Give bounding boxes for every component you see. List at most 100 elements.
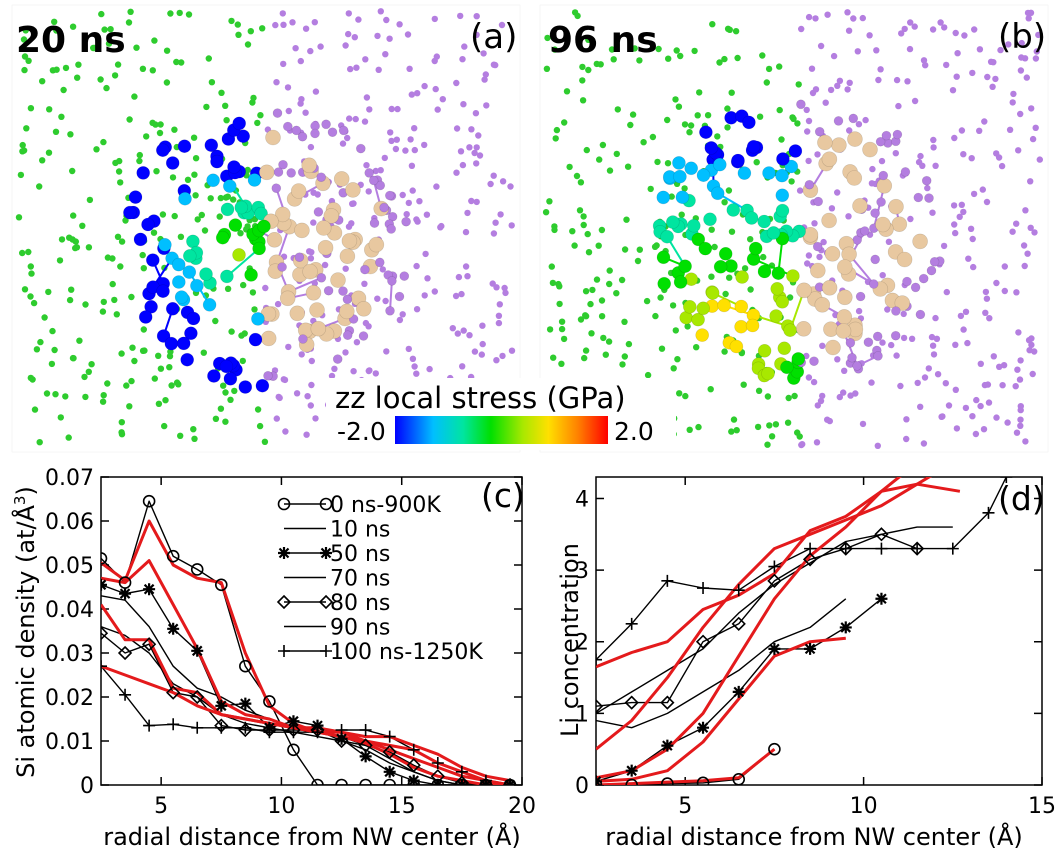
atom-dot bbox=[51, 18, 58, 25]
atom-dot bbox=[21, 66, 28, 74]
atom-dot bbox=[677, 52, 684, 60]
atom-dot bbox=[279, 10, 286, 17]
atom-dot bbox=[75, 61, 82, 68]
atom-dot bbox=[791, 392, 798, 400]
atom-dot bbox=[1009, 228, 1016, 235]
atom-dot bbox=[449, 325, 456, 332]
atom-dot bbox=[408, 162, 416, 169]
atom-dot bbox=[799, 441, 806, 448]
atom bbox=[775, 188, 790, 203]
series-line bbox=[101, 500, 510, 785]
atom-dot bbox=[810, 378, 818, 386]
marker-circle bbox=[166, 549, 180, 563]
atom-dot bbox=[836, 393, 843, 401]
atom-dot bbox=[740, 381, 747, 388]
atom-dot bbox=[1017, 110, 1024, 118]
atom-dot bbox=[980, 426, 988, 433]
marker-star bbox=[143, 583, 156, 596]
atom bbox=[251, 312, 265, 326]
atom bbox=[804, 179, 815, 190]
marker-diamond bbox=[454, 775, 469, 785]
atom-dot bbox=[62, 64, 70, 72]
atom-dot bbox=[960, 326, 967, 333]
atom-dot bbox=[709, 21, 716, 28]
atom bbox=[220, 202, 235, 217]
legend-label: 10 ns bbox=[330, 518, 390, 543]
atom bbox=[855, 291, 866, 302]
atom-dot bbox=[502, 289, 509, 297]
atom-dot bbox=[934, 371, 942, 378]
atom-dot bbox=[981, 118, 988, 125]
atom-dot bbox=[473, 198, 480, 206]
atom-dot bbox=[996, 363, 1003, 370]
atom bbox=[777, 341, 792, 356]
atom bbox=[913, 192, 924, 203]
atom-dot bbox=[937, 19, 944, 26]
atom-dot bbox=[998, 162, 1006, 170]
atom-dot bbox=[613, 290, 620, 297]
atom-dot bbox=[285, 343, 292, 351]
atom-dot bbox=[311, 19, 318, 26]
marker-circle bbox=[239, 659, 252, 673]
atom-dot bbox=[932, 314, 939, 322]
atom-dot bbox=[362, 56, 369, 63]
atom-dot bbox=[227, 396, 234, 403]
atom bbox=[338, 303, 355, 320]
atom-dot bbox=[298, 351, 305, 358]
atom-dot bbox=[952, 386, 959, 393]
atom bbox=[339, 248, 356, 265]
atom-dot bbox=[200, 349, 207, 356]
legend-label: 70 ns bbox=[330, 567, 390, 592]
atom bbox=[836, 289, 853, 306]
atom-dot bbox=[939, 413, 946, 420]
atom-dot bbox=[238, 332, 245, 339]
atom bbox=[180, 352, 194, 367]
atom-dot bbox=[1022, 438, 1029, 445]
atom-dot bbox=[917, 152, 924, 160]
atom bbox=[301, 157, 318, 174]
atom-dot bbox=[281, 376, 289, 384]
atom-dot bbox=[811, 220, 818, 227]
atom-dot bbox=[307, 402, 314, 409]
atom-dot bbox=[36, 439, 43, 446]
atom-dot bbox=[582, 347, 590, 354]
atom-dot bbox=[794, 429, 801, 436]
atom-dot bbox=[949, 87, 957, 94]
atom-dot bbox=[967, 225, 975, 232]
atom-dot bbox=[284, 84, 292, 91]
atom-dot bbox=[794, 120, 801, 127]
atom-dot bbox=[846, 79, 853, 87]
atom bbox=[852, 198, 868, 214]
atom-dot bbox=[950, 202, 958, 209]
atom bbox=[929, 256, 940, 267]
atom bbox=[665, 215, 680, 229]
atom-dot bbox=[553, 126, 561, 134]
atom-dot bbox=[507, 183, 514, 190]
atom-dot bbox=[892, 150, 899, 157]
atom bbox=[704, 141, 719, 155]
atom-dot bbox=[307, 47, 314, 55]
atom-dot bbox=[344, 134, 351, 142]
atom-dot bbox=[904, 78, 911, 85]
atom-dot bbox=[816, 253, 823, 261]
atom-dot bbox=[1017, 357, 1024, 364]
atom-dot bbox=[100, 298, 108, 306]
atom bbox=[699, 125, 713, 139]
atom-dot bbox=[982, 309, 989, 316]
atom-dot bbox=[86, 196, 94, 204]
atom-dot bbox=[784, 419, 792, 426]
atom-dot bbox=[480, 50, 487, 57]
atom-dot bbox=[497, 211, 504, 218]
atom bbox=[144, 299, 158, 314]
atom bbox=[717, 298, 731, 313]
atom-dot bbox=[421, 292, 428, 299]
atom-dot bbox=[212, 317, 219, 325]
marker-star bbox=[875, 592, 888, 605]
atom-cloud-a bbox=[15, 8, 516, 449]
atom-dot bbox=[151, 37, 158, 44]
atom-dot bbox=[125, 19, 133, 26]
atom-dot bbox=[455, 273, 463, 281]
atom-dot bbox=[366, 367, 373, 374]
atom-dot bbox=[652, 312, 659, 320]
atom-dot bbox=[984, 73, 991, 81]
